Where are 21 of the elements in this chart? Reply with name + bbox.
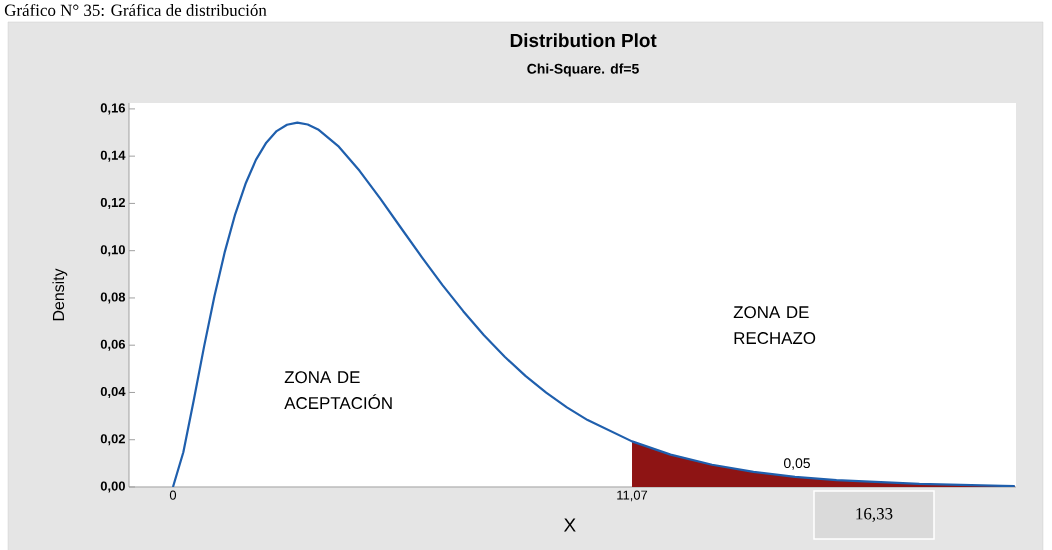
y-tick-label: 0,06 bbox=[100, 339, 126, 351]
x-axis-title: X bbox=[563, 518, 576, 532]
y-tick-label: 0,08 bbox=[100, 292, 126, 304]
y-tick-label: 0,02 bbox=[100, 434, 125, 446]
y-tick-label: 0,12 bbox=[100, 197, 125, 209]
y-axis-title: Density bbox=[52, 268, 68, 321]
y-tick-label: 0,14 bbox=[100, 150, 126, 162]
line-series bbox=[171, 121, 1016, 487]
annotation: 0,05 bbox=[783, 458, 810, 470]
text: Gráfico N° 35: Gráfica de distribución bbox=[4, 3, 267, 17]
annotation: ZONA DE ACEPTACIÓN bbox=[284, 371, 392, 410]
x-tick-label: 11,07 bbox=[617, 490, 648, 502]
y-tick-label: 0,16 bbox=[100, 103, 126, 115]
text: 16,33 bbox=[856, 508, 893, 522]
chart-title: Distribution Plot bbox=[510, 33, 657, 48]
chart-subtitle: Chi-Square. df=5 bbox=[527, 63, 639, 77]
y-tick-label: 0,04 bbox=[100, 386, 126, 398]
annotation: ZONA DE RECHAZO bbox=[733, 306, 816, 345]
y-tick-label: 0,00 bbox=[100, 481, 125, 493]
x-tick-label: 0 bbox=[169, 490, 177, 500]
y-tick-label: 0,10 bbox=[100, 245, 125, 257]
